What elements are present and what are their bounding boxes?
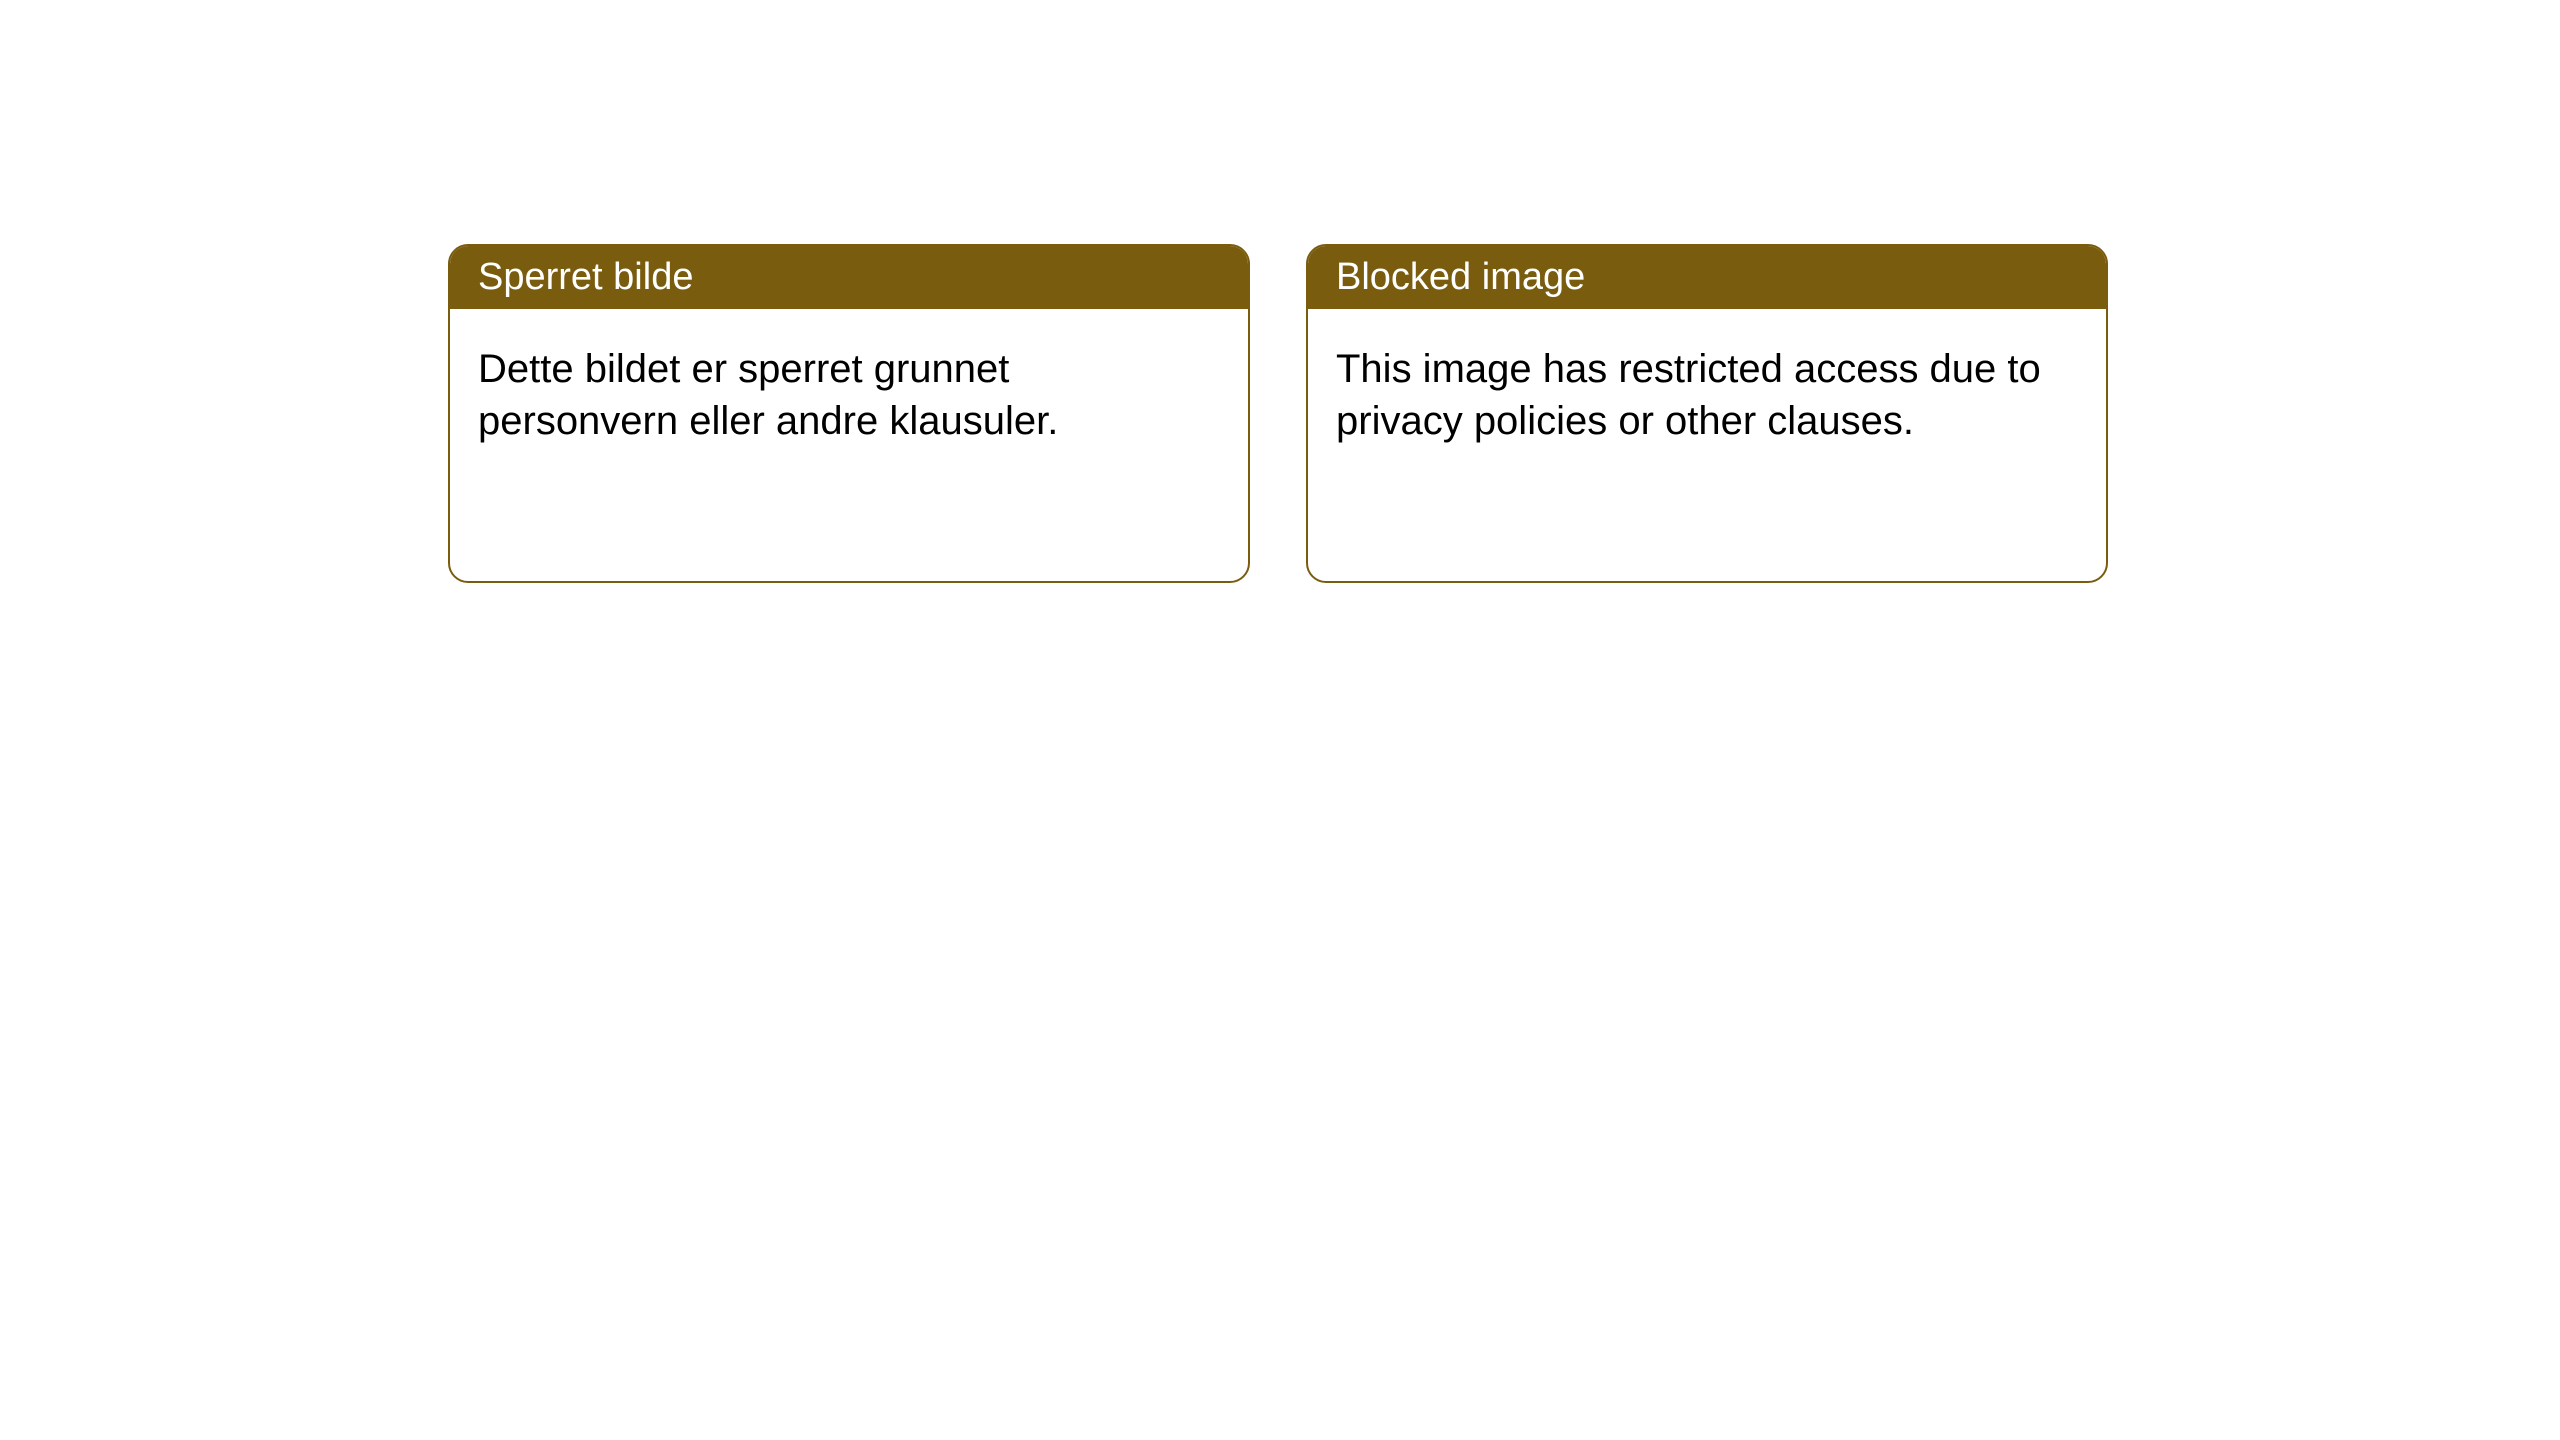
card-body-en: This image has restricted access due to … xyxy=(1308,309,2106,581)
card-header-en: Blocked image xyxy=(1308,246,2106,309)
card-header-no: Sperret bilde xyxy=(450,246,1248,309)
notice-container: Sperret bilde Dette bildet er sperret gr… xyxy=(0,0,2560,583)
blocked-image-card-no: Sperret bilde Dette bildet er sperret gr… xyxy=(448,244,1250,583)
blocked-image-card-en: Blocked image This image has restricted … xyxy=(1306,244,2108,583)
card-body-no: Dette bildet er sperret grunnet personve… xyxy=(450,309,1248,581)
